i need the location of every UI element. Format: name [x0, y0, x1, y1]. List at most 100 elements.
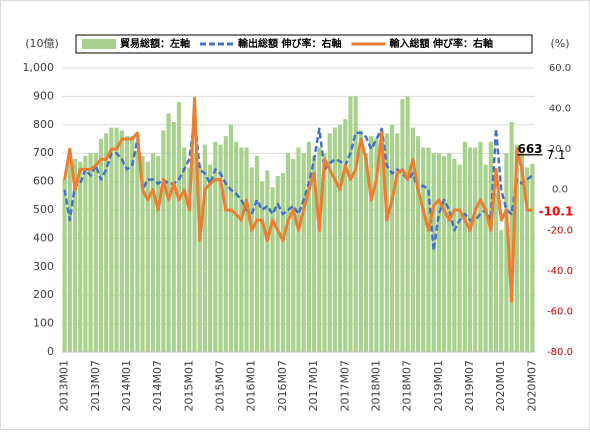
x-tick-label: 2018M01 [369, 360, 382, 411]
legend-label: 輸出総額 伸び率：右軸 [238, 37, 341, 50]
bar [176, 102, 182, 352]
bar [462, 141, 467, 352]
bar [436, 153, 441, 352]
bar [192, 153, 197, 352]
bar [83, 156, 88, 352]
bar [197, 164, 202, 352]
bar [218, 144, 223, 352]
y-tick-label: 500 [33, 203, 54, 216]
bar [98, 139, 104, 352]
bar [260, 181, 265, 352]
bar [171, 121, 176, 353]
bar [332, 127, 337, 352]
bar [348, 96, 353, 353]
bar [322, 153, 327, 352]
x-tick-label: 2014M07 [151, 360, 164, 411]
bar [280, 173, 285, 352]
bar [457, 164, 462, 352]
y-tick-label: 100 [33, 317, 54, 330]
y-tick-label: 600 [33, 175, 54, 188]
y2-tick-label: -40.0 [547, 266, 573, 277]
y-tick-label: 300 [33, 260, 54, 273]
bar [400, 99, 405, 353]
x-tick-label: 2013M07 [89, 360, 102, 411]
bar [530, 163, 535, 352]
bar [426, 147, 431, 352]
bar [202, 144, 208, 352]
bar [72, 158, 78, 352]
bar [291, 158, 296, 352]
bar [228, 124, 234, 352]
bar [62, 178, 67, 352]
value-label: 663 [517, 142, 542, 156]
bar [135, 150, 140, 352]
bar [234, 141, 239, 352]
y2-tick-label: -20.0 [547, 225, 573, 236]
bar [114, 127, 119, 352]
bar [338, 124, 343, 352]
x-tick-label: 2018M07 [401, 360, 414, 411]
x-tick-label: 2019M01 [432, 360, 445, 411]
bar [306, 141, 311, 352]
bar [270, 187, 275, 352]
legend-label: 輸入総額 伸び率：右軸 [389, 37, 492, 50]
bar [441, 156, 447, 352]
x-tick-label: 2020M01 [494, 360, 507, 411]
bar [447, 153, 452, 352]
y2-tick-label: -80.0 [547, 347, 573, 358]
bar [140, 156, 145, 352]
y-tick-label: 0 [47, 345, 54, 358]
x-tick-label: 2020M07 [525, 360, 538, 411]
bar [223, 136, 228, 352]
bar [358, 130, 363, 352]
bar [286, 153, 291, 352]
bar [156, 156, 161, 352]
bar [363, 153, 369, 352]
y-tick-label: 900 [33, 89, 54, 102]
x-tick-label: 2016M07 [276, 360, 289, 411]
bar [275, 175, 280, 352]
bar [265, 170, 270, 352]
x-tick-label: 2019M07 [463, 360, 476, 411]
bar [296, 147, 301, 352]
bar [509, 121, 514, 353]
y-tick-label: 800 [33, 118, 54, 131]
bar [88, 153, 93, 352]
legend-swatch [82, 39, 116, 49]
bar [467, 147, 473, 352]
bar [410, 127, 415, 352]
bar [395, 133, 400, 352]
y2-tick-label: -60.0 [547, 306, 573, 317]
bar [130, 136, 135, 352]
bar [312, 156, 317, 352]
bar [488, 141, 493, 352]
value-label: 7.1 [546, 148, 565, 162]
y2-tick-label: 0.0 [552, 185, 568, 196]
bar [213, 141, 218, 352]
series-line [63, 117, 534, 252]
y-tick-label: 200 [33, 288, 54, 301]
bar [504, 153, 509, 352]
bar [187, 167, 192, 352]
bar [421, 147, 426, 352]
bar [525, 167, 530, 352]
bar [109, 127, 114, 352]
bar [161, 130, 166, 352]
bar [244, 147, 249, 352]
y2-tick-label: 20.0 [549, 144, 571, 155]
bar [119, 130, 124, 352]
bar [166, 113, 171, 352]
bar [104, 133, 109, 352]
y2-tick-label: 40.0 [549, 104, 571, 115]
y-tick-label: 700 [33, 146, 54, 159]
bar [514, 144, 519, 352]
bar [317, 147, 322, 352]
x-tick-label: 2016M01 [245, 360, 258, 411]
bar [384, 133, 389, 352]
x-tick-label: 2017M07 [338, 360, 351, 411]
bar [150, 153, 156, 352]
x-tick-label: 2015M07 [214, 360, 227, 411]
bar [254, 156, 259, 352]
x-tick-label: 2014M01 [120, 360, 133, 411]
